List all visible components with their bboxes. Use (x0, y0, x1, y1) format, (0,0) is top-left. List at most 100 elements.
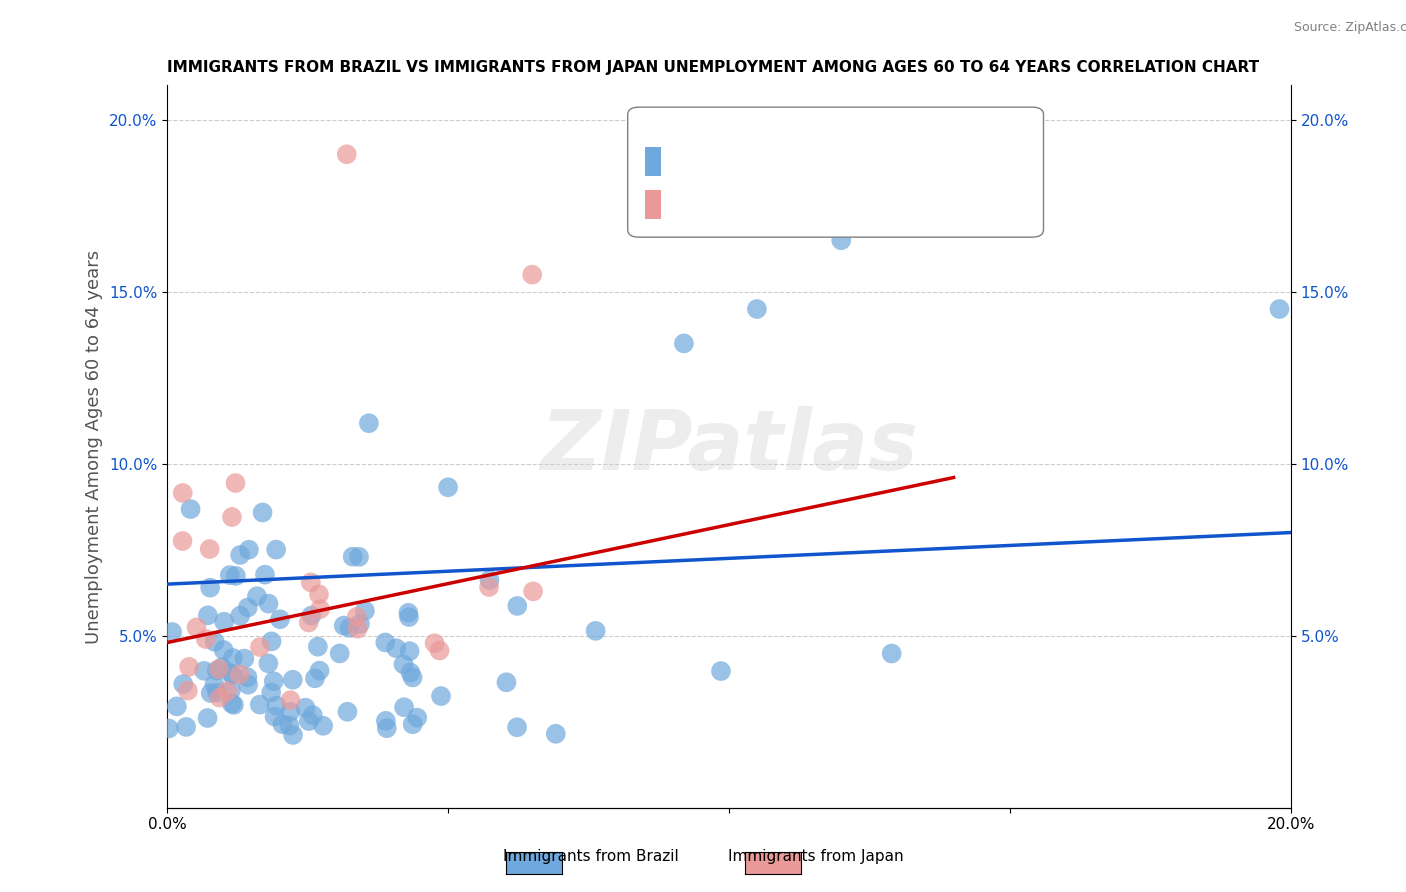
Immigrants from Brazil (281, 728, 304, 742)
Immigrants from Japan (221, 510, 243, 524)
Immigrants from Brazil (294, 700, 316, 714)
Immigrants from Brazil (375, 721, 398, 735)
Immigrants from Japan (522, 268, 544, 282)
Immigrants from Brazil (349, 616, 371, 631)
Immigrants from Brazil (710, 664, 733, 678)
Immigrants from Brazil (354, 604, 377, 618)
Y-axis label: Unemployment Among Ages 60 to 64 years: Unemployment Among Ages 60 to 64 years (86, 250, 103, 644)
Immigrants from Brazil (236, 678, 259, 692)
Text: Immigrants from Japan: Immigrants from Japan (728, 849, 903, 863)
Immigrants from Brazil (202, 678, 225, 692)
Immigrants from Brazil (198, 581, 221, 595)
Immigrants from Brazil (253, 567, 276, 582)
Immigrants from Japan (299, 575, 322, 590)
Immigrants from Japan (308, 587, 330, 601)
Immigrants from Brazil (280, 705, 302, 719)
Immigrants from Japan (172, 534, 194, 549)
Immigrants from Brazil (211, 660, 233, 674)
Immigrants from Japan (208, 662, 231, 676)
Immigrants from Brazil (236, 670, 259, 684)
Immigrants from Japan (177, 660, 200, 674)
Immigrants from Brazil (385, 641, 408, 656)
Immigrants from Brazil (246, 589, 269, 603)
Immigrants from Brazil (312, 719, 335, 733)
Bar (644, 147, 661, 176)
FancyBboxPatch shape (627, 107, 1043, 237)
Immigrants from Brazil (204, 634, 226, 648)
Immigrants from Japan (224, 476, 246, 491)
Immigrants from Brazil (193, 664, 215, 678)
Immigrants from Brazil (278, 718, 301, 732)
Immigrants from Brazil (260, 634, 283, 648)
Immigrants from Brazil (197, 608, 219, 623)
Immigrants from Brazil (392, 657, 415, 672)
Immigrants from Japan (186, 620, 208, 634)
Immigrants from Brazil (271, 717, 294, 731)
Text: ZIPatlas: ZIPatlas (540, 406, 918, 487)
Immigrants from Japan (423, 636, 446, 650)
Immigrants from Japan (198, 542, 221, 557)
Immigrants from Japan (346, 622, 368, 636)
Immigrants from Brazil (257, 657, 280, 671)
Immigrants from Brazil (269, 612, 291, 626)
Immigrants from Japan (298, 615, 321, 630)
Immigrants from Japan (228, 667, 250, 681)
Immigrants from Brazil (495, 675, 517, 690)
Immigrants from Brazil (399, 665, 422, 680)
Immigrants from Brazil (329, 647, 352, 661)
Immigrants from Brazil (200, 686, 222, 700)
Immigrants from Japan (208, 690, 231, 705)
Text: Immigrants from Brazil: Immigrants from Brazil (503, 849, 678, 863)
Immigrants from Brazil (160, 624, 183, 639)
Immigrants from Brazil (249, 698, 271, 712)
Immigrants from Brazil (506, 720, 529, 734)
Immigrants from Brazil (401, 670, 423, 684)
Immigrants from Brazil (745, 301, 768, 316)
Immigrants from Brazil (392, 700, 415, 714)
Immigrants from Brazil (212, 643, 235, 657)
Immigrants from Brazil (238, 542, 260, 557)
Immigrants from Japan (309, 602, 332, 616)
Immigrants from Brazil (222, 698, 245, 712)
Immigrants from Japan (249, 640, 271, 654)
Immigrants from Brazil (219, 666, 242, 681)
Immigrants from Brazil (374, 714, 396, 728)
Immigrants from Brazil (260, 685, 283, 699)
Immigrants from Japan (429, 643, 451, 657)
Immigrants from Brazil (506, 599, 529, 613)
Immigrants from Brazil (402, 717, 425, 731)
Immigrants from Brazil (398, 644, 420, 658)
Immigrants from Japan (217, 684, 239, 698)
Immigrants from Brazil (478, 573, 501, 587)
Immigrants from Brazil (347, 549, 370, 564)
Immigrants from Brazil (406, 711, 429, 725)
Immigrants from Brazil (299, 608, 322, 623)
Immigrants from Brazil (544, 727, 567, 741)
Immigrants from Brazil (374, 635, 396, 649)
Immigrants from Japan (346, 610, 368, 624)
Immigrants from Brazil (304, 671, 326, 685)
Immigrants from Brazil (298, 714, 321, 728)
Immigrants from Brazil (207, 685, 229, 699)
Immigrants from Brazil (672, 336, 695, 351)
Immigrants from Brazil (172, 677, 194, 691)
Immigrants from Japan (194, 632, 217, 646)
Immigrants from Brazil (229, 608, 252, 623)
Immigrants from Brazil (219, 683, 242, 698)
Bar (644, 190, 661, 219)
Immigrants from Brazil (1268, 301, 1291, 316)
Immigrants from Brazil (339, 621, 361, 635)
Immigrants from Brazil (257, 597, 280, 611)
Immigrants from Brazil (357, 416, 380, 430)
Immigrants from Japan (280, 693, 302, 707)
Immigrants from Brazil (307, 640, 329, 654)
Immigrants from Brazil (236, 600, 259, 615)
Immigrants from Brazil (585, 624, 607, 638)
Immigrants from Brazil (437, 480, 460, 494)
Text: R = 0.250   N = 27: R = 0.250 N = 27 (661, 202, 846, 219)
Immigrants from Brazil (263, 709, 285, 723)
Immigrants from Brazil (221, 697, 243, 711)
Immigrants from Brazil (336, 705, 359, 719)
Immigrants from Brazil (205, 664, 228, 678)
Immigrants from Brazil (180, 502, 202, 516)
